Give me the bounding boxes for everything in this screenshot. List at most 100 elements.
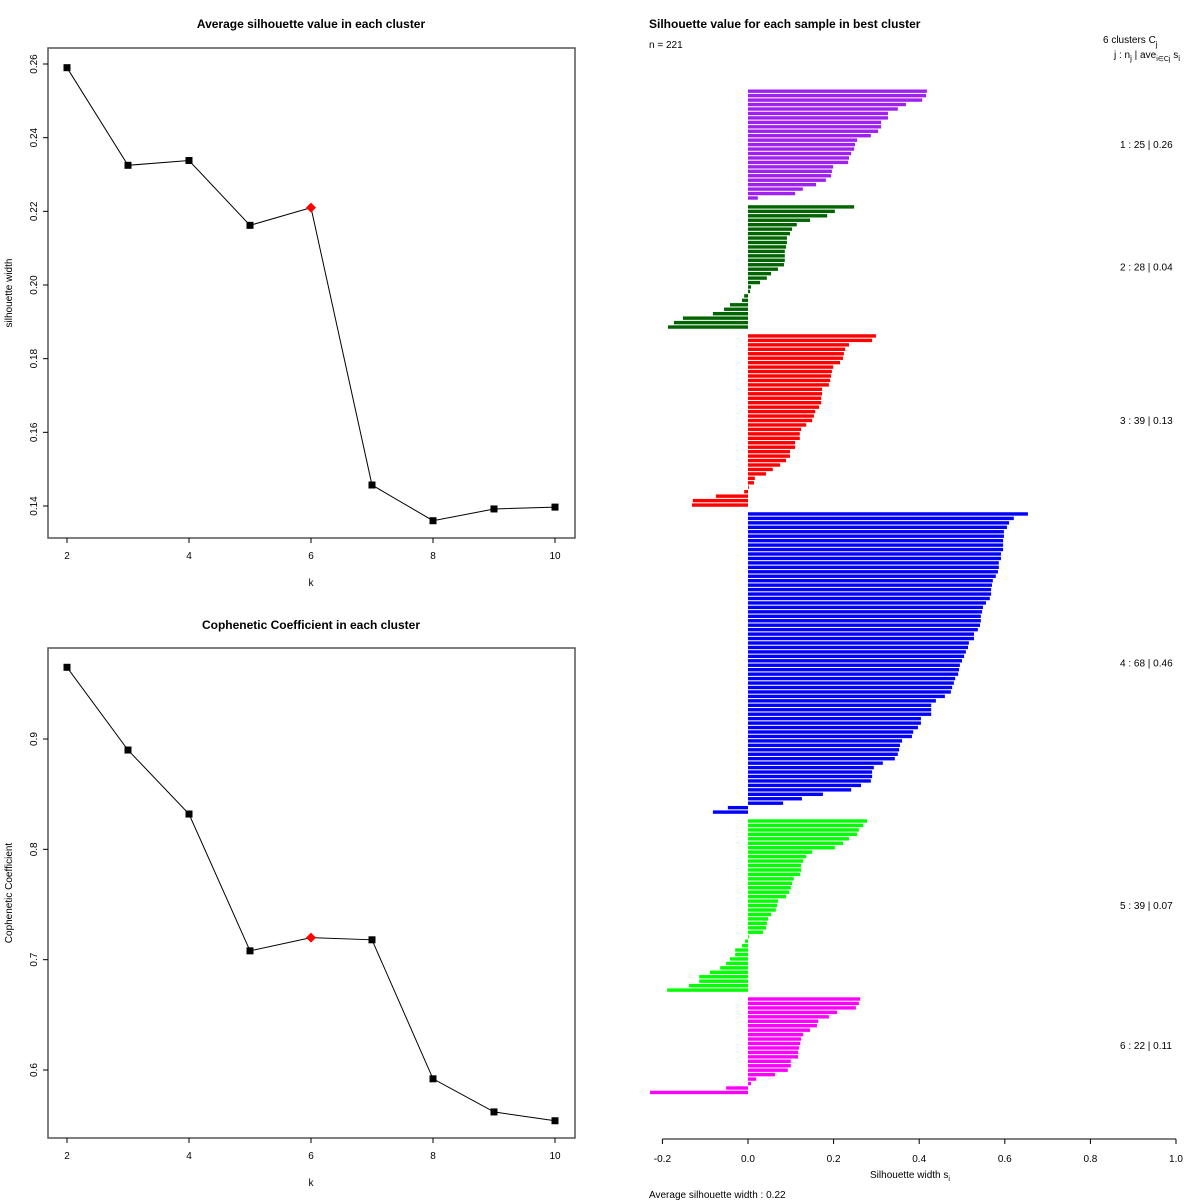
silhouette-bar-cluster-1 <box>748 102 906 107</box>
silhouette-bar-cluster-6 <box>748 1064 791 1068</box>
data-point <box>185 810 193 818</box>
silhouette-bar-cluster-3 <box>691 503 748 507</box>
silhouette-bar-cluster-4 <box>748 659 962 663</box>
silhouette-bar-cluster-4 <box>748 543 1004 547</box>
silhouette-bar-cluster-1 <box>748 178 826 182</box>
silhouette-bar-cluster-4 <box>748 797 802 801</box>
silhouette-bar-cluster-1 <box>748 187 803 191</box>
silhouette-bar-cluster-4 <box>748 699 936 703</box>
silhouette-bar-cluster-3 <box>748 449 790 454</box>
silhouette-bar-cluster-4 <box>748 676 956 681</box>
silhouette-bar-cluster-4 <box>748 694 945 699</box>
silhouette-bar-cluster-2 <box>748 280 760 285</box>
silhouette-bar-cluster-3 <box>748 365 834 369</box>
silhouette-bar-cluster-4 <box>748 672 959 676</box>
silhouette-bar-cluster-4 <box>748 570 998 574</box>
silhouette-bar-cluster-1 <box>748 134 871 138</box>
silhouette-bar-cluster-5 <box>748 859 804 863</box>
sample-count: n = 221 <box>649 40 683 51</box>
x-tick-label: 8 <box>430 1151 436 1162</box>
silhouette-bar-cluster-3 <box>748 427 802 432</box>
silhouette-bar-cluster-6 <box>748 1050 799 1055</box>
cluster-label-2: 2 : 28 | 0.04 <box>1120 262 1173 273</box>
silhouette-bar-cluster-3 <box>748 445 796 449</box>
silhouette-bar-cluster-2 <box>748 245 787 249</box>
silhouette-bar-cluster-1 <box>748 142 855 147</box>
silhouette-bar-cluster-3 <box>748 414 814 418</box>
silhouette-bar-cluster-3 <box>692 498 748 503</box>
silhouette-bar-cluster-3 <box>748 387 823 392</box>
silhouette-bar-cluster-6 <box>726 1086 748 1090</box>
silhouette-bar-cluster-3 <box>748 458 787 463</box>
silhouette-bar-cluster-5 <box>748 819 867 823</box>
y-tick-label: 0.16 <box>29 422 40 442</box>
silhouette-bar-cluster-4 <box>748 530 1004 534</box>
silhouette-bar-cluster-6 <box>748 1068 788 1072</box>
data-point <box>63 663 71 671</box>
silhouette-bar-cluster-6 <box>748 1072 775 1077</box>
silhouette-bar-cluster-4 <box>748 730 914 734</box>
silhouette-bar-cluster-4 <box>748 627 978 632</box>
silhouette-bar-cluster-3 <box>748 338 873 343</box>
silhouette-bar-cluster-4 <box>748 579 993 583</box>
silhouette-bar-cluster-2 <box>748 258 785 262</box>
silhouette-bar-cluster-1 <box>748 89 927 93</box>
silhouette-bar-cluster-2 <box>748 227 793 231</box>
silhouette-bar-cluster-3 <box>748 383 829 387</box>
silhouette-bar-cluster-4 <box>748 779 871 783</box>
y-axis: 0.14 0.16 0.18 0.20 0.22 0.24 0.26 <box>29 54 48 516</box>
silhouette-bar-cluster-5 <box>688 983 748 988</box>
silhouette-bar-cluster-4 <box>748 716 921 721</box>
silhouette-bar-cluster-4 <box>748 547 1004 552</box>
average-silhouette-width: Average silhouette width : 0.22 <box>649 1190 786 1200</box>
silhouette-bar-cluster-4 <box>748 801 784 805</box>
silhouette-bar-cluster-1 <box>748 191 796 196</box>
silhouette-bar-cluster-4 <box>748 636 974 641</box>
data-point <box>124 746 132 754</box>
y-tick-label: 0.24 <box>29 127 40 147</box>
silhouette-bar-cluster-5 <box>742 943 748 948</box>
silhouette-bar-cluster-2 <box>748 249 785 254</box>
silhouette-bar-cluster-2 <box>748 218 811 222</box>
data-point <box>551 503 559 511</box>
x-axis-label: Silhouette width si <box>870 1170 950 1183</box>
data-point <box>429 1075 437 1083</box>
silhouette-bar-cluster-6 <box>748 1015 829 1019</box>
silhouette-bar-cluster-4 <box>748 592 992 596</box>
silhouette-bar-cluster-2 <box>712 312 748 316</box>
silhouette-bar-cluster-1 <box>748 120 882 125</box>
silhouette-bar-cluster-3 <box>748 401 822 405</box>
silhouette-bar-cluster-1 <box>748 107 898 111</box>
series-path <box>66 666 556 1122</box>
x-tick-label: 8 <box>430 551 436 562</box>
silhouette-bar-cluster-2 <box>748 285 751 289</box>
cluster-labels: 1 : 25 | 0.26 2 : 28 | 0.04 3 : 39 | 0.13 4… <box>1120 140 1173 1052</box>
silhouette-bar-cluster-5 <box>748 846 835 850</box>
silhouette-bar-cluster-3 <box>748 436 800 440</box>
silhouette-bar-cluster-5 <box>735 952 748 957</box>
silhouette-bar-cluster-5 <box>748 881 793 885</box>
silhouette-bar-cluster-1 <box>748 182 817 187</box>
silhouette-bar-cluster-4 <box>748 632 974 636</box>
x-tick-label: 1.0 <box>1169 1154 1183 1165</box>
silhouette-bar-cluster-5 <box>748 935 749 939</box>
silhouette-bar-cluster-1 <box>748 116 888 120</box>
avg-silhouette-chart: Average silhouette value in each cluster… <box>4 17 576 589</box>
silhouette-bar-cluster-5 <box>748 930 763 934</box>
silhouette-bar-cluster-6 <box>748 1028 811 1032</box>
silhouette-bar-cluster-2 <box>748 254 785 258</box>
silhouette-bar-cluster-1 <box>748 93 927 98</box>
silhouette-bar-cluster-4 <box>748 681 954 685</box>
silhouette-bar-cluster-5 <box>699 979 748 983</box>
silhouette-bar-cluster-1 <box>748 196 758 200</box>
silhouette-bar-cluster-2 <box>748 236 787 240</box>
y-axis-label: silhouette width <box>4 259 15 328</box>
silhouette-bar-cluster-5 <box>726 961 748 966</box>
series-path <box>66 67 556 522</box>
silhouette-bar-cluster-2 <box>748 271 772 276</box>
silhouette-bar-cluster-5 <box>748 903 778 908</box>
silhouette-bar-cluster-4 <box>748 765 874 770</box>
silhouette-bar-cluster-5 <box>748 899 778 903</box>
data-point-highlight <box>306 932 316 943</box>
silhouette-bar-cluster-1 <box>748 151 852 156</box>
